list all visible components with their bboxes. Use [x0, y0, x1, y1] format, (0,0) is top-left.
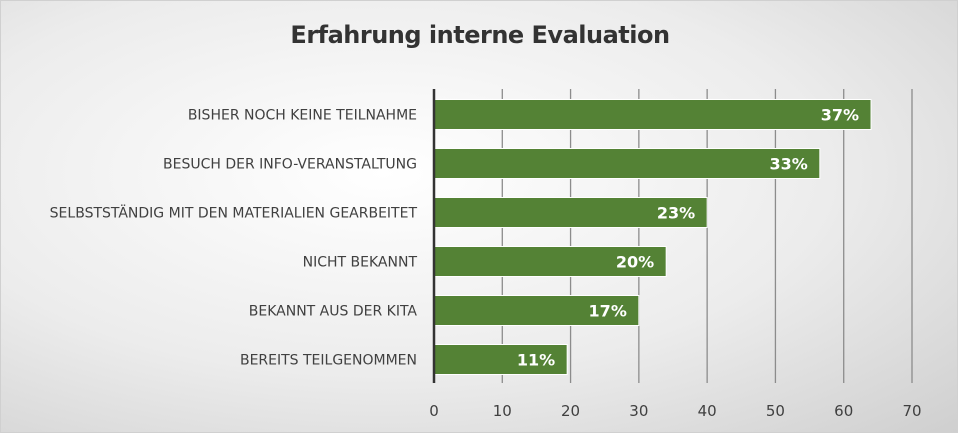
y-category-label: BESUCH DER INFO-VERANSTALTUNG	[163, 157, 417, 173]
bar	[433, 148, 821, 179]
x-tick-label: 20	[561, 402, 580, 420]
data-label: 33%	[770, 155, 808, 174]
bar	[433, 99, 872, 130]
x-tick-label: 30	[629, 402, 648, 420]
x-tick-label: 0	[429, 402, 439, 420]
data-label: 17%	[589, 302, 627, 321]
data-label: 37%	[821, 106, 859, 125]
y-category-label: NICHT BEKANNT	[303, 255, 418, 271]
data-label: 11%	[517, 351, 555, 370]
bar	[433, 197, 708, 228]
x-tick-label: 40	[698, 402, 717, 420]
x-tick-label: 70	[902, 402, 921, 420]
data-label: 20%	[616, 253, 654, 272]
x-tick-label: 10	[493, 402, 512, 420]
y-category-label: SELBSTSTÄNDIG MIT DEN MATERIALIEN GEARBE…	[50, 204, 418, 222]
chart-title: Erfahrung interne Evaluation	[290, 21, 670, 49]
y-category-label: BISHER NOCH KEINE TEILNAHME	[188, 108, 417, 124]
y-category-label: BEREITS TEILGENOMMEN	[240, 353, 417, 369]
y-category-label: BEKANNT AUS DER KITA	[249, 304, 418, 320]
x-tick-label: 60	[834, 402, 853, 420]
x-tick-label: 50	[766, 402, 785, 420]
data-label: 23%	[657, 204, 695, 223]
